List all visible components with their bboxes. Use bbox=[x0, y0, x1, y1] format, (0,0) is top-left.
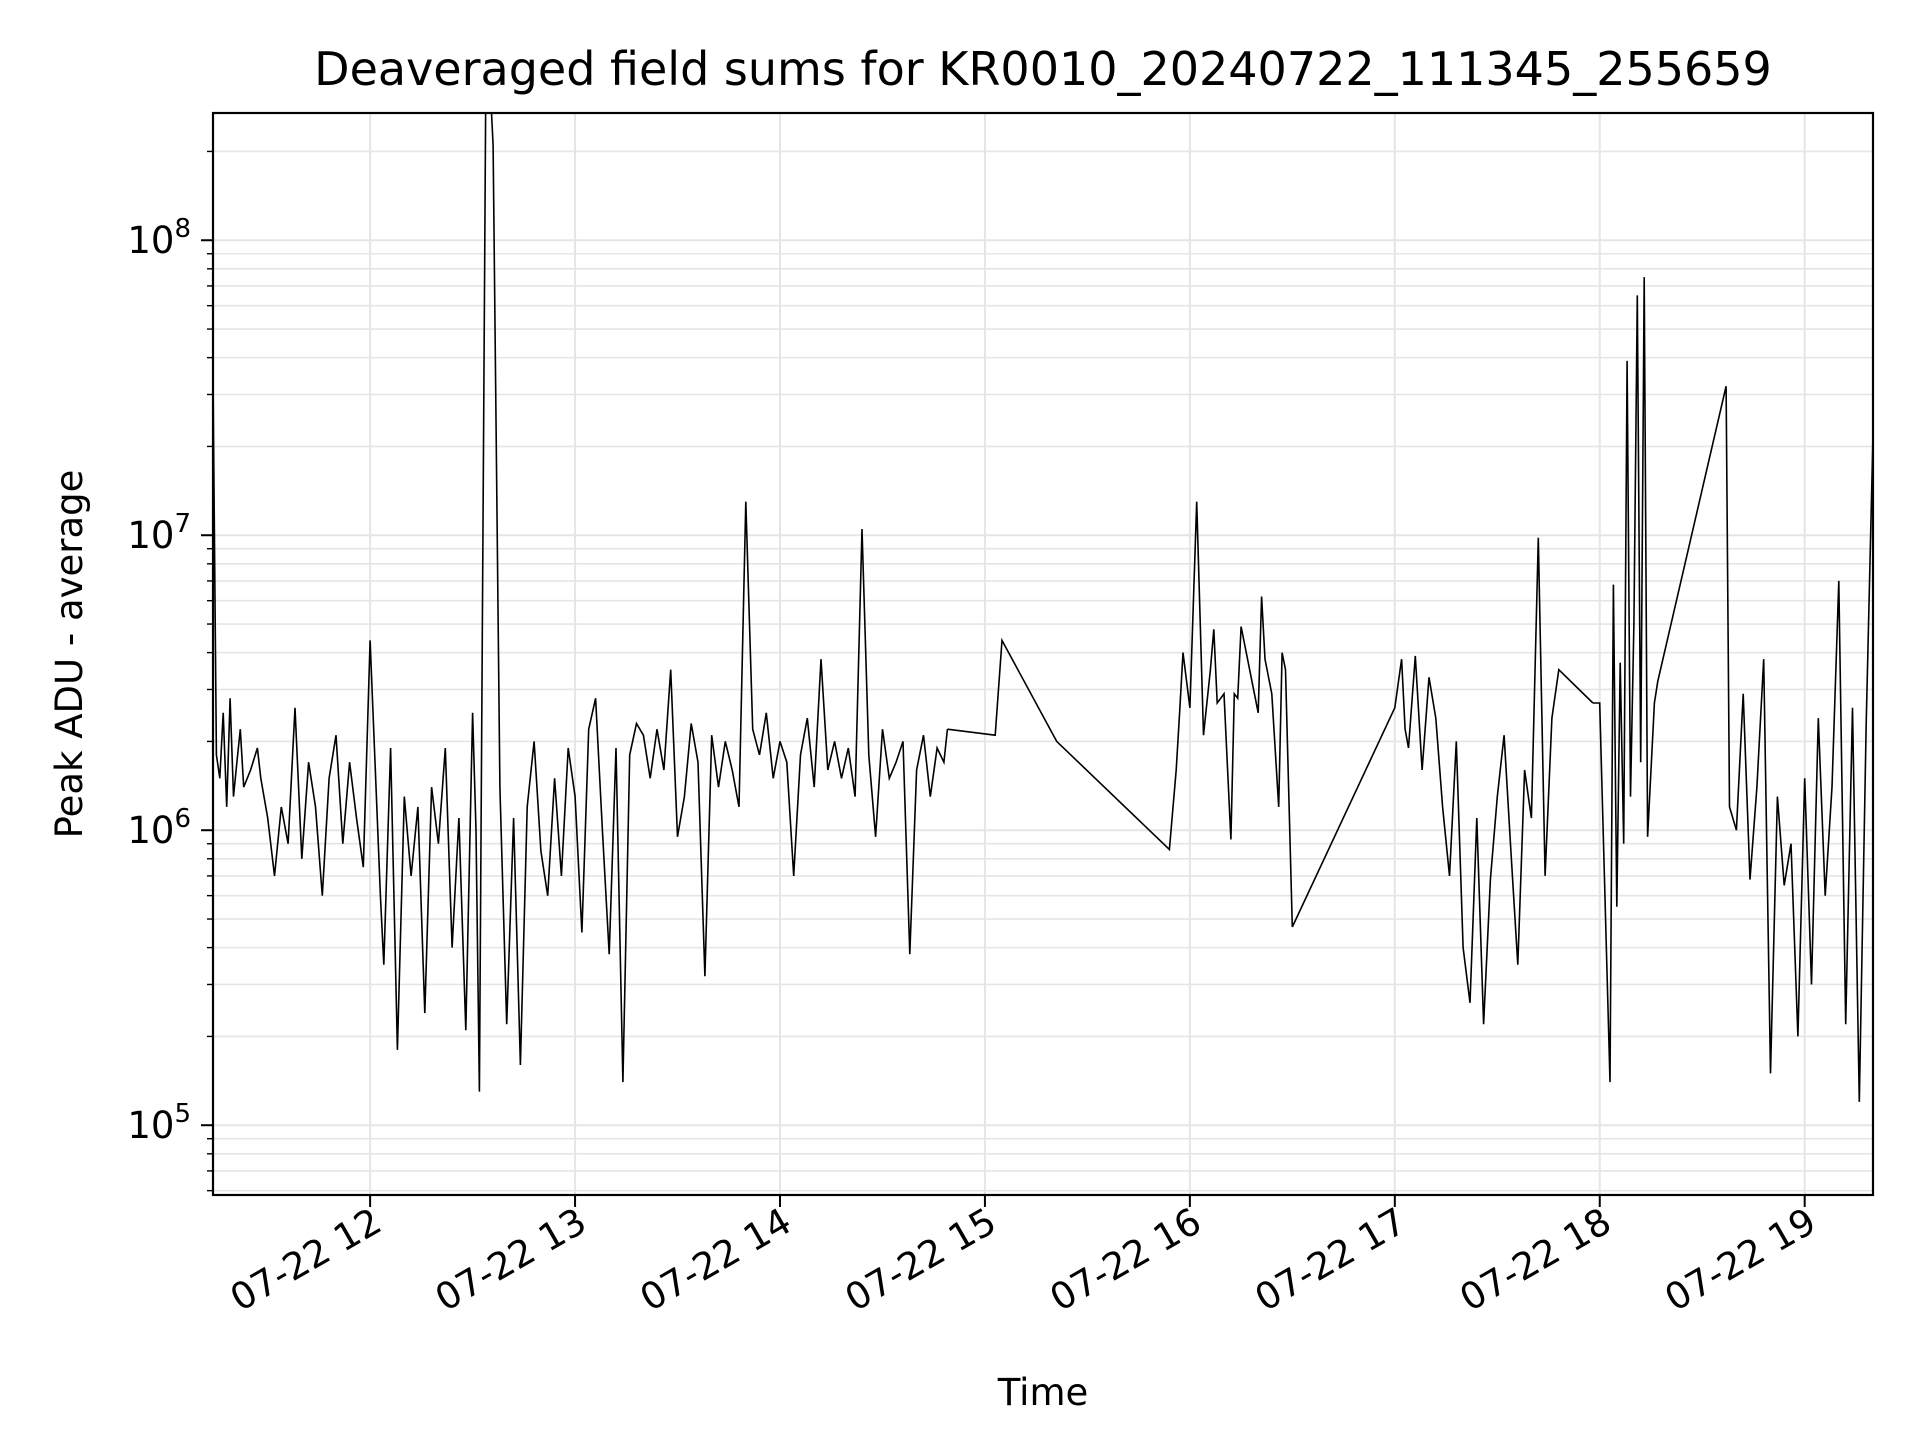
tick-layer: 07-22 12 07-22 13 07-22 14 07-22 15 07-22 16… bbox=[127, 150, 1824, 1320]
data-series-line bbox=[947, 501, 1294, 928]
x-tick-label: 07-22 13 bbox=[428, 1200, 594, 1320]
data-series-line bbox=[1291, 537, 1594, 1025]
x-tick-label: 07-22 12 bbox=[223, 1200, 389, 1320]
data-series-line bbox=[1592, 277, 1738, 1083]
x-tick-label: 07-22 17 bbox=[1248, 1200, 1414, 1320]
x-tick-label: 07-22 15 bbox=[838, 1200, 1004, 1320]
y-tick-label: 106 bbox=[127, 804, 191, 852]
y-tick-label: 107 bbox=[127, 509, 191, 557]
x-axis-label: Time bbox=[997, 1371, 1089, 1414]
x-tick-label: 07-22 14 bbox=[633, 1200, 799, 1320]
y-tick-label: 108 bbox=[127, 214, 191, 262]
data-series-line bbox=[213, 113, 949, 1092]
grid-layer bbox=[213, 113, 1873, 1195]
x-tick-label: 07-22 19 bbox=[1658, 1200, 1824, 1320]
line-layer bbox=[213, 113, 1873, 1102]
chart-title: Deaveraged field sums for KR0010_2024072… bbox=[314, 42, 1772, 96]
data-series-line bbox=[1735, 434, 1873, 1102]
y-tick-label: 105 bbox=[127, 1099, 191, 1147]
plot-frame bbox=[211, 111, 1875, 1197]
x-tick-label: 07-22 18 bbox=[1453, 1200, 1619, 1320]
y-axis-label: Peak ADU - average bbox=[48, 470, 91, 839]
x-tick-label: 07-22 16 bbox=[1043, 1200, 1209, 1320]
